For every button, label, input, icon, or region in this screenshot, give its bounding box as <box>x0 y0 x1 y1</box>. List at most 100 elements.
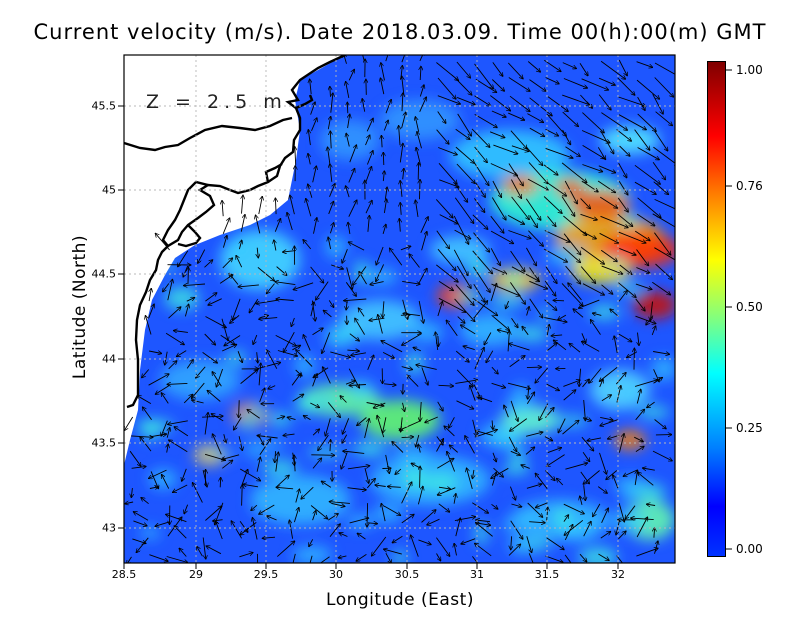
velocity-arrow <box>319 556 330 563</box>
velocity-arrow <box>236 255 243 268</box>
velocity-arrow <box>380 78 385 95</box>
velocity-arrow <box>472 214 488 230</box>
velocity-arrow <box>508 544 521 556</box>
velocity-arrow <box>454 543 456 556</box>
velocity-arrow <box>510 282 525 304</box>
velocity-arrow <box>176 350 187 357</box>
velocity-arrow <box>529 97 553 116</box>
velocity-arrow <box>636 249 649 266</box>
velocity-arrow <box>476 520 491 522</box>
speed-patch <box>308 394 338 407</box>
velocity-arrow <box>652 450 672 461</box>
y-axis-label: Latitude (North) <box>70 234 90 380</box>
velocity-arrow <box>167 444 169 453</box>
velocity-arrow <box>652 281 670 295</box>
velocity-arrow <box>437 487 456 495</box>
velocity-arrow <box>492 452 496 462</box>
velocity-arrow <box>287 212 293 231</box>
velocity-arrow <box>342 434 348 444</box>
velocity-arrow <box>455 380 477 384</box>
velocity-arrow <box>149 487 159 489</box>
velocity-arrow <box>618 96 646 106</box>
velocity-arrow <box>331 503 345 507</box>
velocity-arrow <box>619 264 632 275</box>
velocity-arrow <box>275 198 276 215</box>
velocity-arrow <box>562 94 590 105</box>
velocity-arrow <box>224 434 226 443</box>
velocity-arrow <box>183 394 193 404</box>
velocity-arrow <box>637 197 661 218</box>
velocity-arrow <box>565 265 581 284</box>
velocity-arrow <box>329 223 333 234</box>
velocity-arrow <box>544 59 561 71</box>
velocity-arrow <box>133 520 147 526</box>
velocity-arrow <box>634 436 643 442</box>
velocity-arrow <box>557 478 564 486</box>
velocity-arrow <box>257 436 278 439</box>
velocity-arrow <box>349 333 360 341</box>
colorbar-tick-label: 0.50 <box>736 300 763 314</box>
velocity-arrow <box>592 313 602 315</box>
velocity-arrow <box>347 487 367 490</box>
velocity-arrow <box>618 162 627 178</box>
velocity-arrow <box>247 410 260 419</box>
velocity-arrow <box>491 382 506 387</box>
velocity-arrow <box>253 334 258 344</box>
velocity-arrow <box>240 214 245 232</box>
velocity-arrow <box>636 389 641 404</box>
velocity-arrow <box>296 350 313 367</box>
velocity-arrow <box>525 146 543 166</box>
velocity-arrow <box>535 473 548 489</box>
velocity-arrow <box>437 111 446 124</box>
velocity-arrow <box>421 231 427 251</box>
velocity-arrow <box>653 146 675 166</box>
velocity-arrow <box>590 320 601 335</box>
velocity-arrow <box>289 520 294 539</box>
velocity-arrow <box>267 350 278 369</box>
velocity-arrow <box>346 81 350 98</box>
velocity-arrow <box>613 475 619 489</box>
velocity-arrow <box>184 504 189 514</box>
velocity-arrow <box>131 466 147 468</box>
velocity-arrow <box>383 505 401 516</box>
velocity-arrow <box>385 55 389 62</box>
velocity-arrow <box>551 335 563 336</box>
velocity-arrow <box>400 203 401 215</box>
velocity-arrow <box>330 351 350 358</box>
velocity-arrow <box>653 377 663 384</box>
velocity-arrow <box>133 512 149 521</box>
velocity-arrow <box>318 434 329 451</box>
velocity-arrow <box>510 130 527 149</box>
velocity-arrow <box>522 326 529 336</box>
velocity-arrow <box>457 113 472 136</box>
speed-patch <box>623 387 639 399</box>
velocity-arrow <box>205 293 217 302</box>
velocity-arrow <box>598 553 609 561</box>
velocity-arrow <box>174 427 189 437</box>
speed-patch <box>220 230 300 290</box>
velocity-arrow <box>403 168 404 180</box>
velocity-arrow <box>257 362 281 370</box>
velocity-arrow <box>417 132 422 149</box>
velocity-arrow <box>521 465 530 469</box>
velocity-arrow <box>291 317 295 327</box>
speed-patch <box>352 441 387 457</box>
velocity-arrow <box>308 153 310 165</box>
velocity-arrow <box>421 510 437 523</box>
velocity-arrow <box>378 315 383 334</box>
velocity-arrow <box>506 300 509 309</box>
velocity-arrow <box>449 445 458 453</box>
speed-patch <box>269 412 292 427</box>
velocity-arrow <box>328 237 331 250</box>
velocity-arrow <box>303 335 311 351</box>
velocity-arrow <box>547 324 549 336</box>
velocity-arrow <box>419 55 424 62</box>
velocity-arrow <box>627 351 637 357</box>
velocity-arrow <box>489 131 505 138</box>
velocity-arrow <box>490 230 513 244</box>
velocity-arrow <box>276 416 285 419</box>
velocity-arrow <box>437 95 461 104</box>
speed-patch <box>500 464 530 475</box>
colorbar <box>707 61 726 557</box>
velocity-arrow <box>437 401 443 411</box>
